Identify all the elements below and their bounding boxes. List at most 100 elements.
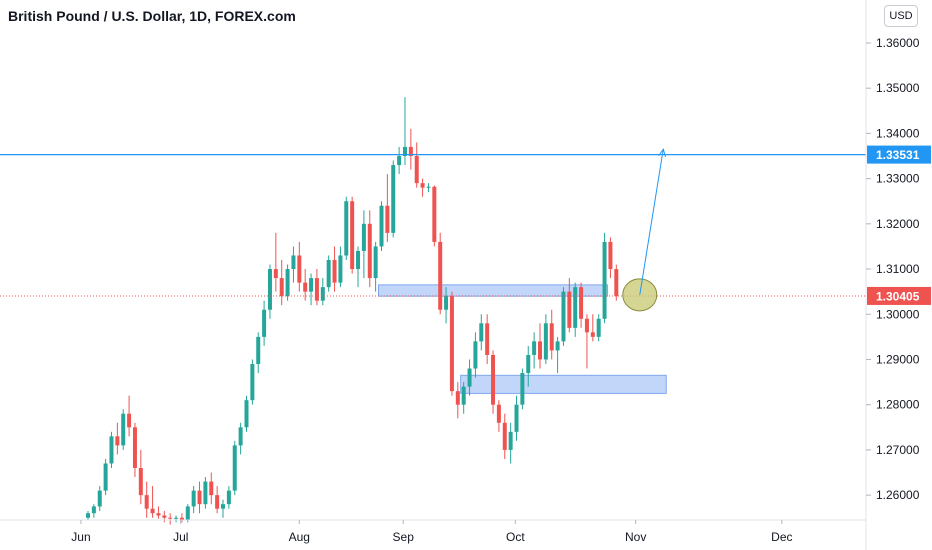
candle-body	[185, 506, 190, 520]
candle-body	[297, 255, 302, 283]
currency-button[interactable]: USD	[884, 5, 918, 27]
candle-down	[215, 486, 220, 514]
y-tick-label: 1.33000	[876, 172, 920, 186]
candle-body	[508, 431, 513, 450]
candle-down	[449, 291, 454, 396]
candle-up	[520, 368, 525, 410]
support-zone[interactable]	[460, 374, 667, 394]
y-tick-label: 1.30000	[876, 307, 920, 321]
candle-body	[485, 323, 490, 355]
candle-up	[221, 499, 226, 518]
candle-up	[185, 504, 190, 523]
candle-body	[91, 506, 96, 514]
candle-up	[121, 409, 126, 450]
price-badges: 1.33531 1.30405	[867, 145, 931, 305]
y-tick-label: 1.31000	[876, 262, 920, 276]
candle-up	[379, 201, 384, 251]
candle-body	[285, 269, 290, 297]
candle-up	[596, 314, 601, 342]
candle-down	[438, 232, 443, 315]
candle-down	[420, 178, 425, 197]
candle-body	[532, 341, 537, 355]
candle-body	[86, 513, 90, 518]
candle-body	[561, 291, 566, 342]
candle-up	[356, 246, 361, 288]
candle-body	[502, 422, 507, 450]
candle-up	[373, 241, 378, 292]
candle-body	[590, 332, 595, 337]
candle-body	[555, 341, 560, 351]
candle-body	[156, 513, 161, 516]
support-zone[interactable]	[378, 284, 609, 297]
candle-up	[244, 395, 249, 432]
x-tick-label: Nov	[625, 530, 646, 544]
candle-body	[221, 504, 226, 509]
candle-body	[455, 391, 460, 405]
candle-body	[379, 205, 384, 247]
candle-up	[602, 232, 607, 324]
candle-body	[385, 205, 390, 233]
candle-up	[444, 287, 449, 324]
candle-body	[584, 318, 589, 333]
candle-body	[461, 386, 466, 405]
candle-body	[109, 436, 114, 464]
candle-up	[109, 431, 114, 468]
candle-body	[162, 515, 167, 518]
candle-body	[226, 490, 231, 505]
candle-down	[132, 422, 137, 478]
candle-up	[397, 146, 402, 175]
candle-body	[397, 156, 402, 166]
y-tick-label: 1.27000	[876, 443, 920, 457]
candle-body	[314, 278, 319, 301]
x-tick-label: Oct	[506, 530, 525, 544]
candle-up	[326, 255, 331, 292]
annotations[interactable]	[0, 148, 866, 312]
candle-up	[467, 359, 472, 396]
candle-body	[332, 260, 337, 283]
candle-up	[285, 264, 290, 301]
candle-up	[97, 486, 102, 511]
x-tick-label: Jul	[173, 530, 188, 544]
candle-body	[373, 246, 378, 279]
candle-down	[496, 400, 501, 432]
candle-down	[179, 513, 184, 523]
candle-down	[385, 174, 390, 242]
candle-up	[561, 287, 566, 346]
candle-body	[479, 323, 484, 342]
candle-down	[579, 282, 584, 328]
candle-body	[608, 241, 613, 270]
candle-up	[174, 515, 179, 523]
candle-body	[426, 186, 431, 188]
candle-body	[356, 250, 361, 270]
candle-down	[491, 350, 496, 414]
candle-down	[485, 314, 490, 364]
candle-down	[590, 314, 595, 342]
y-tick-label: 1.26000	[876, 488, 920, 502]
candle-up	[203, 477, 208, 509]
candles	[86, 97, 619, 525]
candle-body	[514, 404, 519, 432]
candle-body	[250, 364, 255, 401]
x-tick-label: Sep	[393, 530, 415, 544]
candle-up	[338, 246, 343, 288]
candle-body	[168, 517, 173, 519]
candle-up	[250, 359, 255, 405]
candle-body	[103, 463, 108, 491]
candle-body	[573, 287, 578, 328]
resistance-price-badge	[867, 145, 931, 164]
candle-down	[297, 241, 302, 292]
candle-body	[420, 183, 425, 188]
candle-down	[614, 264, 619, 301]
candle-up	[514, 395, 519, 441]
support-resistance-zones[interactable]	[378, 284, 667, 394]
candle-up	[543, 314, 548, 364]
candle-down	[537, 323, 542, 369]
candle-body	[549, 323, 554, 351]
candle-body	[197, 490, 202, 505]
candle-body	[491, 354, 496, 405]
candle-down	[584, 314, 589, 369]
candle-up	[402, 97, 407, 166]
projection-arrow[interactable]	[639, 149, 664, 295]
candle-up	[473, 332, 478, 378]
